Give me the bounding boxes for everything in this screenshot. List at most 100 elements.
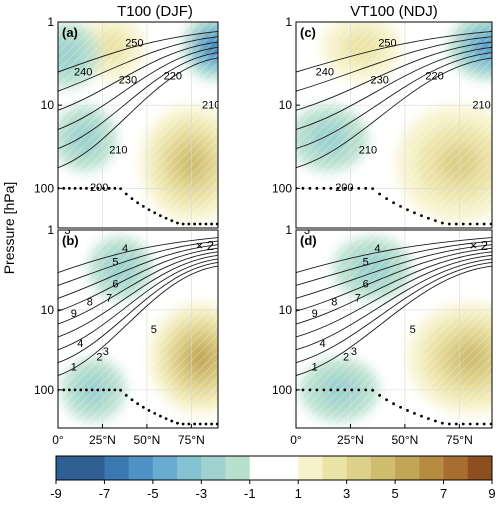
contour-line-9 — [58, 265, 218, 376]
tropopause-dot — [343, 388, 347, 392]
colorbar-tick-label: 5 — [391, 486, 398, 501]
contour-label: 2 — [343, 352, 349, 364]
tropopause-dot — [357, 186, 361, 190]
contour-line-210 — [58, 36, 218, 92]
tropopause-dot — [141, 205, 145, 208]
contour-line-8 — [58, 262, 218, 364]
tropopause-dot — [322, 186, 326, 190]
tropopause-dot — [136, 402, 140, 406]
tropopause-dot — [153, 412, 157, 415]
tropopause-dot — [385, 398, 388, 402]
y-tick-label: 1 — [285, 223, 292, 237]
tropopause-dot — [440, 221, 444, 225]
tropopause-dot — [73, 186, 77, 190]
tropopause-dot — [468, 422, 472, 426]
tropopause-dot — [147, 208, 151, 212]
tropopause-dot — [124, 393, 128, 397]
tropopause-dot — [322, 388, 326, 392]
colorbar-segment — [467, 456, 493, 480]
colorbar-segment — [225, 456, 251, 480]
contour-line-9 — [296, 265, 492, 376]
x-tick-label: 0° — [52, 433, 64, 447]
tropopause-dot — [392, 402, 395, 406]
colorbar-tick-label: -5 — [147, 486, 159, 501]
tropopause-dot — [119, 388, 122, 392]
multiplier-label: × 2 — [196, 238, 214, 253]
tropopause-dot — [176, 221, 179, 225]
contour-label: 250 — [378, 38, 396, 50]
contour-label: 240 — [74, 66, 92, 78]
contour-label: 5 — [363, 257, 369, 269]
contour-label: 2 — [96, 352, 102, 364]
x-tick-label: 50°N — [391, 433, 418, 447]
tropopause-dot — [90, 388, 94, 392]
tropopause-dot — [371, 388, 375, 392]
tropopause-dot — [164, 417, 168, 421]
colorbar-segment — [56, 456, 81, 480]
tropopause-dot — [187, 222, 191, 226]
tropopause-dot — [159, 214, 162, 218]
colorbar-segment — [128, 456, 154, 480]
tropopause-dot — [385, 197, 388, 201]
tropopause-dot — [67, 186, 71, 190]
x-tick-label: 50°N — [133, 433, 160, 447]
colorbar-tick-label: -1 — [244, 486, 256, 501]
tropopause-dot — [315, 186, 319, 190]
tropopause-dot — [187, 422, 191, 426]
multiplier-label: × 2 — [470, 238, 488, 253]
tropopause-dot — [204, 222, 208, 226]
colorbar-tick-label: 7 — [440, 486, 447, 501]
contour-label: 4 — [122, 243, 128, 255]
tropopause-dot — [136, 201, 140, 205]
colorbar-segment — [419, 456, 445, 480]
contour-label: 4 — [77, 338, 83, 350]
contour-label: 240 — [316, 66, 334, 78]
contour-line-6 — [296, 254, 492, 338]
tropopause-dot — [85, 388, 88, 392]
tropopause-dot — [147, 409, 151, 412]
contour-label: 230 — [119, 75, 137, 87]
tropopause-dot — [364, 186, 368, 190]
contour-line-4 — [58, 247, 218, 312]
tropopause-dot — [79, 388, 83, 392]
colorbar-tick-label: -3 — [196, 486, 208, 501]
contour-label: 230 — [370, 75, 388, 87]
tropopause-dot — [198, 222, 202, 226]
tropopause-dot — [79, 186, 83, 190]
tropopause-dot — [413, 211, 416, 215]
colorbar-frame — [55, 455, 493, 481]
tropopause-dot — [141, 405, 145, 409]
tropopause-dot — [107, 186, 111, 190]
contour-label: 9 — [312, 308, 318, 320]
contour-label: 5 — [151, 324, 157, 336]
contour-line-200 — [58, 30, 218, 73]
tropopause-dot — [406, 409, 409, 412]
tropopause-dot — [406, 208, 409, 212]
tropopause-dot — [193, 222, 196, 226]
tropopause-dot — [336, 388, 340, 392]
contour-line-210 — [296, 36, 492, 92]
contour-label: 1 — [71, 362, 77, 374]
tropopause-dot — [329, 186, 333, 190]
contour-line-1 — [296, 237, 492, 274]
y-tick-label: 1 — [47, 223, 54, 237]
x-tick-label: 75°N — [178, 433, 205, 447]
contour-label: 250 — [125, 38, 143, 50]
tropopause-dot — [85, 186, 88, 190]
tropopause-dot — [371, 187, 375, 191]
significance-hatching — [296, 230, 492, 428]
contour-label: 220 — [425, 71, 443, 83]
contour-label: 210 — [109, 145, 127, 157]
tropopause-dot — [181, 422, 185, 426]
tropopause-dot — [308, 186, 312, 190]
colorbar-tick-label: -7 — [99, 486, 111, 501]
colorbar-segment — [177, 456, 202, 480]
contour-label: 200 — [335, 182, 353, 194]
tropopause-dot — [130, 398, 134, 402]
tropopause-dot — [440, 421, 444, 425]
tropopause-dot — [96, 388, 100, 392]
tropopause-dot — [420, 414, 423, 418]
contour-label: 8 — [331, 296, 337, 308]
